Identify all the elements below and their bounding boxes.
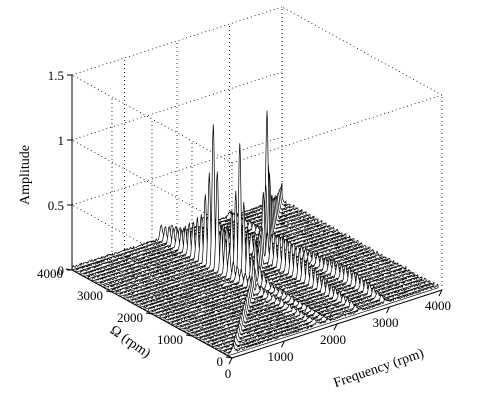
z-tick-label: 0 bbox=[58, 263, 65, 278]
trace-line bbox=[223, 281, 435, 354]
x-tick-label: 0 bbox=[225, 366, 232, 381]
traces bbox=[71, 110, 439, 357]
y-tick-label: 4000 bbox=[37, 266, 63, 281]
x-tick-label: 1000 bbox=[268, 349, 294, 364]
y-tick-mark bbox=[185, 334, 193, 337]
z-tick-label: 1 bbox=[58, 133, 65, 148]
y-tick-mark bbox=[145, 312, 153, 315]
y-tick-label: 0 bbox=[217, 354, 224, 369]
z-tick-label: 1.5 bbox=[48, 68, 64, 83]
axes: 010002000300040000100020003000400000.511… bbox=[37, 68, 451, 381]
gridline-left-z bbox=[71, 204, 233, 294]
z-tick-label: 0.5 bbox=[48, 198, 64, 213]
z-axis-label: Amplitude bbox=[18, 145, 33, 205]
gridline-top bbox=[281, 6, 443, 96]
x-tick-label: 3000 bbox=[373, 315, 399, 330]
x-axis-label: Frequency (rpm) bbox=[332, 346, 427, 391]
x-tick-mark bbox=[438, 289, 443, 297]
x-tick-label: 2000 bbox=[320, 332, 346, 347]
gridline-left-z bbox=[71, 74, 233, 164]
y-tick-label: 2000 bbox=[117, 310, 143, 325]
y-axis-label: Ω (rpm) bbox=[107, 323, 153, 362]
trace-line bbox=[219, 280, 431, 352]
gridline-back-z bbox=[71, 6, 283, 76]
x-tick-mark bbox=[333, 323, 338, 331]
x-tick-label: 4000 bbox=[425, 298, 451, 313]
x-tick-mark bbox=[228, 357, 233, 365]
y-tick-mark bbox=[225, 356, 233, 359]
x-tick-mark bbox=[386, 306, 390, 314]
trace-line bbox=[215, 277, 427, 350]
gridline-back-z bbox=[71, 71, 283, 141]
gridline-top bbox=[231, 94, 443, 164]
trace-line bbox=[227, 283, 439, 357]
gridline-left-z bbox=[71, 139, 233, 229]
y-tick-label: 3000 bbox=[77, 288, 103, 303]
y-tick-label: 1000 bbox=[157, 332, 183, 347]
gridline-back-z bbox=[71, 136, 283, 206]
y-tick-mark bbox=[105, 290, 113, 293]
x-tick-mark bbox=[281, 340, 285, 348]
